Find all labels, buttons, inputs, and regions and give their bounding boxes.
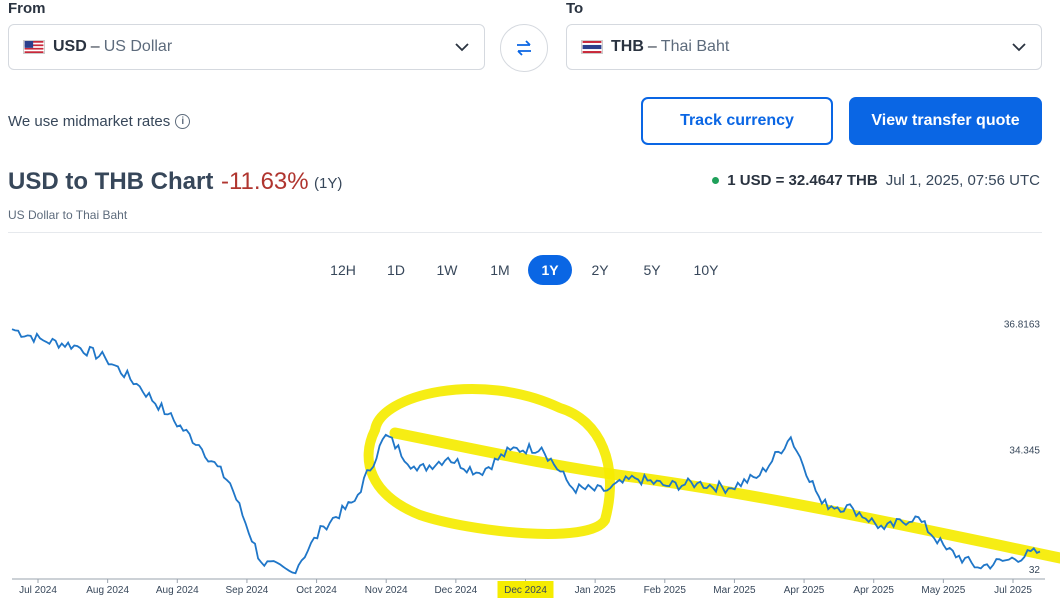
info-icon[interactable]: i: [175, 114, 191, 129]
x-tick-label: Feb 2025: [644, 585, 687, 596]
rate-line-group: [11, 328, 1041, 575]
tab-1w[interactable]: 1W: [436, 262, 458, 278]
x-tick-label: Sep 2024: [226, 585, 269, 596]
highlight-box: [497, 581, 554, 598]
change-percent: -11.63%: [221, 168, 309, 195]
from-currency-code: USD: [53, 38, 87, 55]
chart-axes: Jul 2024 Aug 2024 Aug 2024 Sep 2024 Oct 2024…: [12, 319, 1045, 598]
from-dash: –: [90, 38, 100, 55]
x-tick-label: Dec 2024: [434, 585, 477, 596]
from-currency-select[interactable]: USD – US Dollar: [8, 24, 485, 70]
chart-subtitle: US Dollar to Thai Baht: [8, 208, 128, 222]
change-period: (1Y): [314, 175, 343, 192]
x-tick-label: Apr 2025: [784, 585, 825, 596]
highlight-ellipse: [363, 384, 615, 539]
x-tick-label: Jul 2025: [994, 585, 1032, 596]
rate-timestamp: Jul 1, 2025, 07:56 UTC: [885, 172, 1040, 189]
chevron-down-icon: [455, 43, 469, 52]
th-flag-icon: [581, 40, 603, 54]
track-currency-button[interactable]: Track currency: [641, 97, 833, 145]
live-status-dot: [712, 177, 720, 184]
tab-10y[interactable]: 10Y: [693, 262, 719, 278]
to-label: To: [566, 0, 584, 17]
rate-line: [11, 328, 1041, 575]
x-tick-label: Aug 2024: [86, 585, 129, 596]
swap-currencies-button[interactable]: [500, 24, 548, 72]
midmarket-text: We use midmarket rates: [8, 113, 171, 130]
view-transfer-quote-button[interactable]: View transfer quote: [849, 97, 1042, 145]
x-tick-label: May 2025: [921, 585, 965, 596]
tab-1m[interactable]: 1M: [490, 262, 510, 278]
x-tick-label: Mar 2025: [713, 585, 756, 596]
tab-1y[interactable]: 1Y: [528, 255, 572, 285]
y-tick-label: 32: [1029, 565, 1041, 576]
x-tick-label: Aug 2024: [156, 585, 199, 596]
x-tick-label: Jan 2025: [575, 585, 617, 596]
x-tick-label: Nov 2024: [365, 585, 408, 596]
highlight-annotations: [363, 384, 1060, 564]
tab-5y[interactable]: 5Y: [643, 262, 661, 278]
y-tick-label: 34.345: [1009, 445, 1040, 456]
from-currency-name: US Dollar: [103, 38, 173, 55]
to-currency-name: Thai Baht: [660, 38, 730, 55]
to-currency-code: THB: [611, 38, 644, 55]
x-tick-label: Jul 2024: [19, 585, 57, 596]
tab-2y[interactable]: 2Y: [591, 262, 609, 278]
to-dash: –: [647, 38, 657, 55]
swap-icon: [517, 40, 531, 56]
midmarket-note: We use midmarket rates i: [8, 113, 191, 130]
to-currency-select[interactable]: THB – Thai Baht: [566, 24, 1042, 70]
x-tick-label: Apr 2025: [853, 585, 894, 596]
tab-1d[interactable]: 1D: [387, 262, 405, 278]
current-rate: 1 USD = 32.4647 THB Jul 1, 2025, 07:56 U…: [712, 172, 1040, 189]
rate-chart: Jul 2024 Aug 2024 Aug 2024 Sep 2024 Oct 2024…: [11, 319, 1060, 598]
divider: [8, 232, 1042, 233]
chevron-down-icon: [1012, 43, 1026, 52]
us-flag-icon: [23, 40, 45, 54]
y-tick-label: 36.8163: [1004, 319, 1041, 330]
x-tick-label: Oct 2024: [296, 585, 337, 596]
trend-line: [389, 427, 1060, 564]
x-tick-label: Dec 2024: [504, 585, 547, 596]
range-tabs: 12H 1D 1W 1M 1Y 2Y 5Y 10Y: [0, 255, 1060, 287]
rate-value: 1 USD = 32.4647 THB: [727, 172, 878, 189]
chart-title: USD to THB Chart: [8, 168, 214, 195]
from-label: From: [8, 0, 46, 17]
tab-12h[interactable]: 12H: [330, 262, 356, 278]
